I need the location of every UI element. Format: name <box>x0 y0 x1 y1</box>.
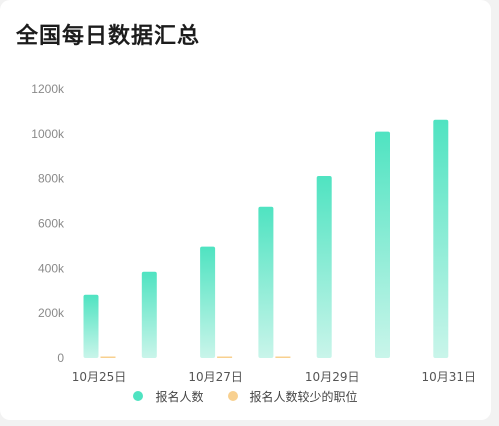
x-tick-label: 10月29日 <box>305 370 360 384</box>
y-tick-label: 600k <box>38 217 65 231</box>
page-title: 全国每日数据汇总 <box>16 24 201 49</box>
legend-label: 报名人数 <box>155 389 204 404</box>
bar-series-1[interactable] <box>258 206 274 358</box>
x-tick-label: 10月31日 <box>422 370 477 384</box>
chart-card: 全国每日数据汇总 <box>0 0 491 420</box>
bar-series-1[interactable] <box>433 119 449 358</box>
bar-series-2[interactable] <box>217 356 233 359</box>
y-tick-label: 800k <box>38 172 65 186</box>
x-tick-label: 10月25日 <box>72 370 127 384</box>
y-tick-label: 400k <box>38 261 65 275</box>
bars-group <box>83 119 449 359</box>
y-tick-label: 200k <box>38 306 65 320</box>
legend-item-series-1[interactable]: 报名人数 <box>133 388 204 405</box>
y-tick-label: 0 <box>57 351 64 365</box>
x-axis: 10月25日 10月27日 10月29日 10月31日 <box>72 370 476 384</box>
x-tick-label: 10月27日 <box>188 370 243 384</box>
legend-label: 报名人数较少的职位 <box>249 389 358 404</box>
y-tick-label: 1200k <box>31 82 65 96</box>
y-tick-label: 1000k <box>31 127 65 141</box>
y-axis: 0 200k 400k 600k 800k 1000k 1200k <box>31 82 65 365</box>
bar-series-1[interactable] <box>375 131 390 358</box>
bar-series-1[interactable] <box>200 246 216 358</box>
bar-series-2[interactable] <box>275 356 291 359</box>
legend-dot-icon <box>227 391 238 401</box>
bar-series-1[interactable] <box>83 294 99 358</box>
bar-series-2[interactable] <box>100 356 116 359</box>
bar-series-1[interactable] <box>141 271 157 358</box>
legend-item-series-2[interactable]: 报名人数较少的职位 <box>227 388 358 405</box>
legend: 报名人数 报名人数较少的职位 <box>0 386 491 406</box>
legend-dot-icon <box>133 391 144 401</box>
bar-series-1[interactable] <box>316 175 332 358</box>
